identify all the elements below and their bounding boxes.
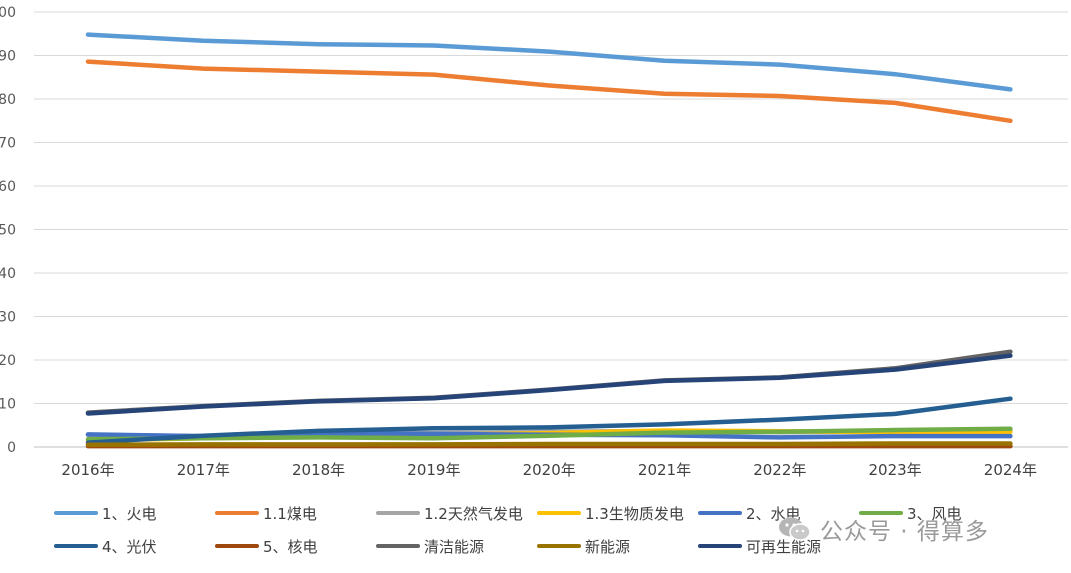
y-tick-label: 100	[0, 5, 16, 21]
series-line	[85, 353, 1013, 416]
x-tick-label: 2018年	[292, 461, 345, 479]
y-tick-label: 0	[7, 440, 16, 456]
series-line	[85, 32, 1013, 92]
y-tick-label: 50	[0, 223, 16, 239]
watermark: 公众号 · 得算多	[778, 512, 989, 546]
x-tick-label: 2022年	[753, 461, 806, 479]
series-line	[85, 441, 1013, 448]
series-lines	[85, 32, 1013, 449]
series-line	[85, 426, 1013, 442]
y-axis-ticks: 0 10 20 30 40 50 60 70 80 90 100	[0, 5, 16, 456]
x-tick-label: 2019年	[407, 461, 460, 479]
y-tick-label: 30	[0, 310, 16, 326]
x-tick-label: 2020年	[523, 461, 576, 479]
x-tick-label: 2024年	[984, 461, 1037, 479]
y-tick-label: 70	[0, 136, 16, 152]
x-tick-label: 2023年	[869, 461, 922, 479]
x-tick-label: 2016年	[61, 461, 114, 479]
wechat-icon	[779, 517, 811, 541]
watermark-text: 公众号 · 得算多	[820, 519, 989, 545]
y-tick-label: 60	[0, 179, 16, 195]
y-tick-label: 10	[0, 397, 16, 413]
series-line	[85, 59, 1013, 124]
y-tick-label: 40	[0, 266, 16, 282]
x-tick-label: 2021年	[638, 461, 691, 479]
gridlines	[34, 11, 1068, 448]
series-line	[85, 396, 1013, 445]
y-tick-label: 20	[0, 353, 16, 369]
x-tick-label: 2017年	[177, 461, 230, 479]
y-tick-label: 80	[0, 92, 16, 108]
y-tick-label: 90	[0, 49, 16, 65]
x-axis-ticks: 2016年 2017年 2018年 2019年 2020年 2021年 2022年 2023年…	[61, 461, 1037, 479]
